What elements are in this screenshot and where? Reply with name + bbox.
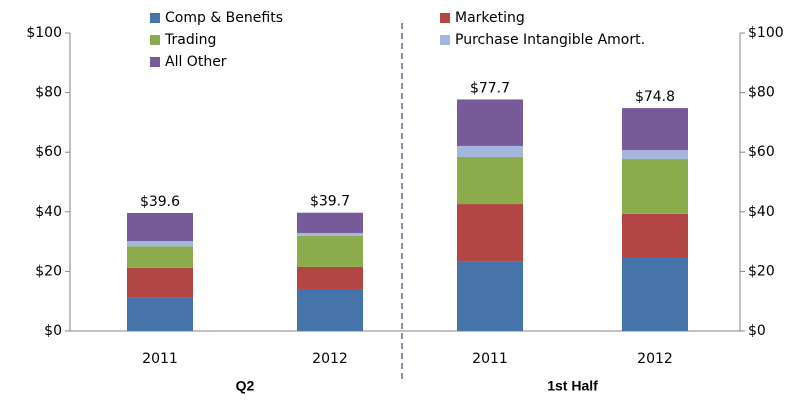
y-tick-label: $100 [26, 25, 62, 41]
x-tick-label: 2012 [312, 351, 348, 367]
bar-segment [457, 204, 523, 262]
y2-tick-label: $0 [748, 323, 766, 339]
y2-tick-label: $60 [748, 144, 775, 160]
bar-segment [127, 267, 193, 298]
total-label: $39.7 [310, 194, 350, 210]
y-tick-label: $20 [35, 263, 62, 279]
bar-segment [127, 241, 193, 247]
bar-segment [457, 99, 523, 146]
bar-segment [297, 235, 363, 267]
bar-segment [297, 212, 363, 233]
legend-label: Comp & Benefits [165, 10, 283, 26]
y-tick-label: $40 [35, 204, 62, 220]
bar-segment [622, 108, 688, 151]
legend-swatch [150, 57, 160, 67]
bar-segment [127, 246, 193, 268]
x-tick-label: 2011 [472, 351, 508, 367]
y-tick-label: $80 [35, 85, 62, 101]
bar-segment [622, 213, 688, 258]
legend-label: Purchase Intangible Amort. [455, 32, 645, 48]
total-label: $77.7 [470, 80, 510, 96]
bar-segment [457, 145, 523, 157]
y2-tick-label: $40 [748, 204, 775, 220]
bar-segment [457, 261, 523, 331]
bar-segment [622, 257, 688, 331]
legend-swatch [440, 35, 450, 45]
legend-swatch [150, 35, 160, 45]
legend-label: Trading [164, 32, 216, 48]
total-label: $39.6 [140, 194, 180, 210]
bar-segment [297, 232, 363, 236]
bar-segment [127, 297, 193, 331]
total-label: $74.8 [635, 89, 675, 105]
bar-segment [622, 159, 688, 214]
x-tick-label: 2011 [142, 351, 178, 367]
x-tick-label: 2012 [637, 351, 673, 367]
group-label: Q2 [236, 378, 255, 394]
y2-tick-label: $80 [748, 85, 775, 101]
bar-segment [622, 150, 688, 160]
bar-segment [297, 266, 363, 289]
bar-segment [297, 288, 363, 331]
legend-swatch [150, 13, 160, 23]
y-tick-label: $0 [44, 323, 62, 339]
bar-segment [457, 156, 523, 205]
legend-swatch [440, 13, 450, 23]
y2-tick-label: $100 [748, 25, 784, 41]
y-tick-label: $60 [35, 144, 62, 160]
bar-segment [127, 212, 193, 242]
legend-label: Marketing [455, 10, 525, 26]
group-label: 1st Half [547, 378, 598, 394]
y2-tick-label: $20 [748, 263, 775, 279]
legend-label: All Other [165, 54, 227, 70]
